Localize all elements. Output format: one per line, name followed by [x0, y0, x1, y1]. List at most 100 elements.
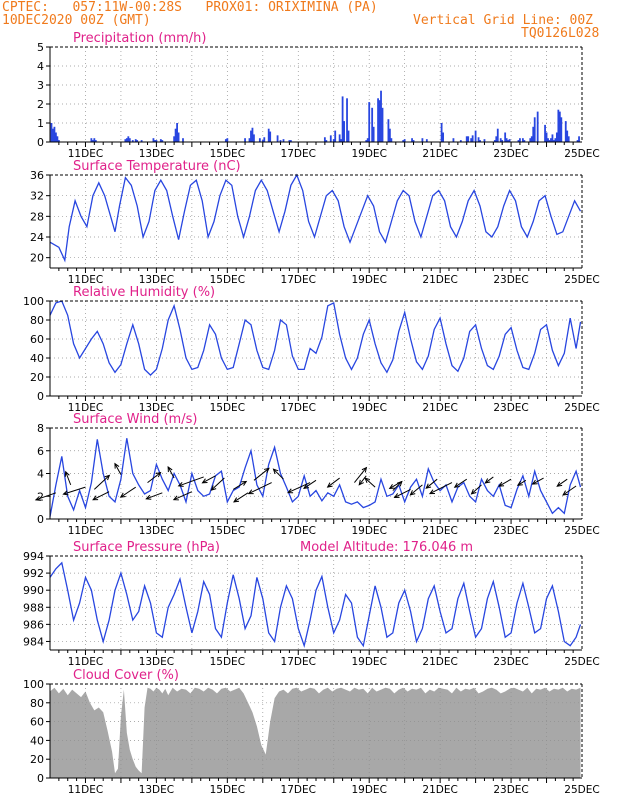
wind-arrowhead — [562, 490, 569, 496]
wind-arrowhead — [428, 489, 435, 495]
wind-arrowhead — [92, 495, 99, 501]
wind-vector — [93, 475, 110, 490]
x-tick-label: 19DEC — [351, 656, 386, 668]
precip-bar — [477, 137, 480, 142]
precip-bar — [55, 132, 57, 142]
x-tick-label: 11DEC — [68, 656, 103, 668]
x-tick-label: 21DEC — [422, 148, 457, 160]
wind-arrowhead — [233, 497, 240, 503]
wind-vector — [202, 475, 216, 484]
wind-arrowhead — [531, 479, 538, 485]
x-tick-label: 21DEC — [422, 274, 457, 286]
precip-bar — [368, 102, 371, 142]
precip-bar — [94, 140, 97, 142]
y-tick-label: 986 — [23, 618, 44, 631]
precip-bar — [578, 136, 580, 142]
precip-bar — [152, 138, 155, 142]
wind-arrowhead — [358, 479, 364, 486]
precip-bar — [131, 140, 134, 142]
panel-title: Surface Temperature (nC) — [73, 159, 241, 174]
precip-bar — [251, 127, 254, 142]
wind-vector — [63, 486, 86, 495]
precip-bar — [56, 136, 59, 142]
wind-arrowhead — [364, 477, 371, 483]
x-tick-label: 15DEC — [210, 656, 245, 668]
precip-bar — [340, 139, 343, 142]
precip-bar — [378, 100, 381, 142]
wind-arrowhead — [556, 481, 563, 487]
panel-title: Surface Wind (m/s) — [73, 412, 197, 427]
wind-arrowhead — [303, 483, 310, 489]
y-tick-label: 20 — [30, 371, 44, 384]
precip-bar — [545, 132, 548, 142]
x-tick-label: 11DEC — [68, 148, 103, 160]
precip-bar — [517, 140, 520, 142]
y-tick-label: 2 — [37, 98, 44, 111]
precip-bar — [499, 138, 502, 142]
cloud-cover-area — [50, 687, 581, 778]
x-tick-label: 25DEC — [564, 148, 599, 160]
precip-bar — [174, 128, 177, 142]
wind-arrowhead — [210, 485, 217, 491]
precip-bar — [479, 140, 481, 142]
wind-vector — [114, 463, 122, 475]
grid-line-note: Vertical Grid Line: 00Z — [413, 13, 594, 28]
precip-bar — [182, 138, 184, 142]
wind-vector — [358, 475, 367, 486]
wind-vector — [35, 492, 57, 501]
y-tick-label: 40 — [30, 734, 44, 747]
panel-5 — [46, 683, 583, 783]
precip-bar — [93, 138, 96, 142]
precip-bar — [390, 138, 393, 142]
precip-bar — [566, 130, 569, 142]
precip-bar — [289, 140, 292, 142]
y-tick-label: 100 — [23, 295, 44, 308]
precip-bar — [372, 126, 375, 142]
x-tick-label: 21DEC — [422, 656, 457, 668]
wind-arrowhead — [272, 468, 279, 475]
wind-vector — [389, 481, 402, 489]
precip-bar — [173, 136, 176, 142]
precip-bar — [501, 140, 504, 142]
model-altitude-note: Model Altitude: 176.046 m — [300, 540, 473, 555]
precip-bar — [244, 138, 246, 142]
precip-bar — [128, 138, 131, 142]
wind-arrowhead — [516, 480, 523, 486]
x-tick-label: 25DEC — [564, 525, 599, 537]
precip-bar — [402, 140, 405, 142]
precip-bar — [403, 139, 406, 142]
y-tick-label: 2 — [37, 490, 44, 503]
precip-bar — [576, 140, 579, 142]
y-tick-label: 80 — [30, 314, 44, 327]
x-tick-label: 13DEC — [139, 148, 174, 160]
precip-bar — [276, 135, 279, 142]
series-line — [49, 438, 582, 517]
wind-vector — [173, 491, 193, 501]
x-tick-label: 19DEC — [351, 402, 386, 414]
precip-bar — [548, 140, 551, 142]
y-tick-label: 5 — [37, 41, 44, 54]
x-tick-label: 17DEC — [281, 784, 316, 796]
precip-bar — [177, 132, 180, 142]
precip-bar — [425, 139, 428, 142]
precip-bar — [282, 139, 285, 142]
x-tick-label: 25DEC — [564, 274, 599, 286]
x-tick-label: 13DEC — [139, 402, 174, 414]
y-tick-label: 20 — [30, 252, 44, 265]
precip-bar — [52, 128, 54, 142]
wind-vector — [392, 481, 403, 491]
wind-vector — [146, 492, 163, 500]
precip-bar — [161, 140, 164, 142]
precip-bar — [53, 126, 56, 142]
panel-2 — [46, 300, 583, 401]
precip-bar — [555, 132, 558, 142]
x-tick-label: 25DEC — [564, 402, 599, 414]
precip-bar — [176, 123, 178, 142]
y-tick-label: 4 — [37, 60, 44, 73]
precip-bar — [465, 136, 468, 142]
x-tick-label: 21DEC — [422, 402, 457, 414]
wind-vector — [273, 468, 284, 480]
wind-vector — [364, 477, 376, 488]
wind-vector — [517, 479, 527, 486]
y-tick-label: 8 — [37, 422, 44, 435]
